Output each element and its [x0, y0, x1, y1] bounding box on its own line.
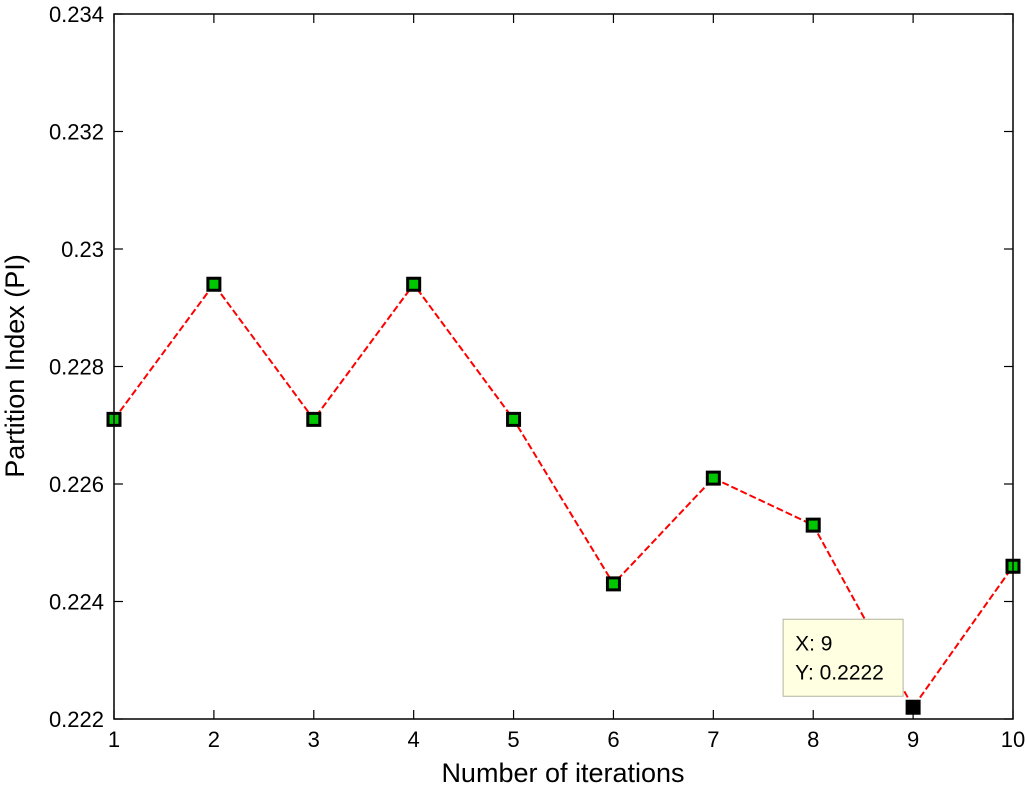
plot-frame [113, 13, 1014, 720]
x-tick-label: 10 [1001, 727, 1025, 752]
highlighted-data-point[interactable] [905, 699, 921, 715]
data-point[interactable] [605, 576, 621, 592]
data-point[interactable] [705, 470, 721, 486]
datatip-x-text: X: 9 [795, 632, 832, 655]
x-tick-label: 6 [607, 727, 619, 752]
x-tick-label: 9 [907, 727, 919, 752]
datatip[interactable]: X: 9 Y: 0.2222 [782, 618, 904, 697]
y-tick-label: 0.222 [49, 707, 104, 732]
x-tick-label: 4 [408, 727, 420, 752]
x-axis-title: Number of iterations [441, 758, 684, 786]
y-tick-label: 0.228 [49, 355, 104, 380]
ticks-layer: 1 2 3 4 5 6 7 8 9 10 0.222 0.224 0.226 0.228 0.23 0.232… [49, 2, 1025, 752]
y-tick-label: 0.23 [61, 237, 104, 262]
x-tick-label: 7 [707, 727, 719, 752]
x-tick-label: 3 [308, 727, 320, 752]
data-point[interactable] [805, 517, 821, 533]
x-tick-label: 1 [108, 727, 120, 752]
y-axis-title: Partition Index (PI) [0, 254, 30, 478]
x-tick-label: 2 [208, 727, 220, 752]
series-line [113, 282, 1014, 710]
data-point[interactable] [306, 411, 322, 427]
plot-background [114, 14, 1013, 719]
y-tick-label: 0.226 [49, 472, 104, 497]
data-point[interactable] [206, 276, 222, 292]
y-tick-label: 0.224 [49, 590, 104, 615]
x-tick-label: 8 [807, 727, 819, 752]
y-tick-label: 0.234 [49, 2, 104, 27]
data-point[interactable] [406, 276, 422, 292]
datatip-y-text: Y: 0.2222 [795, 661, 884, 684]
data-point[interactable] [506, 411, 522, 427]
x-tick-label: 5 [507, 727, 519, 752]
datatip-box [782, 618, 904, 697]
y-tick-label: 0.232 [49, 120, 104, 145]
